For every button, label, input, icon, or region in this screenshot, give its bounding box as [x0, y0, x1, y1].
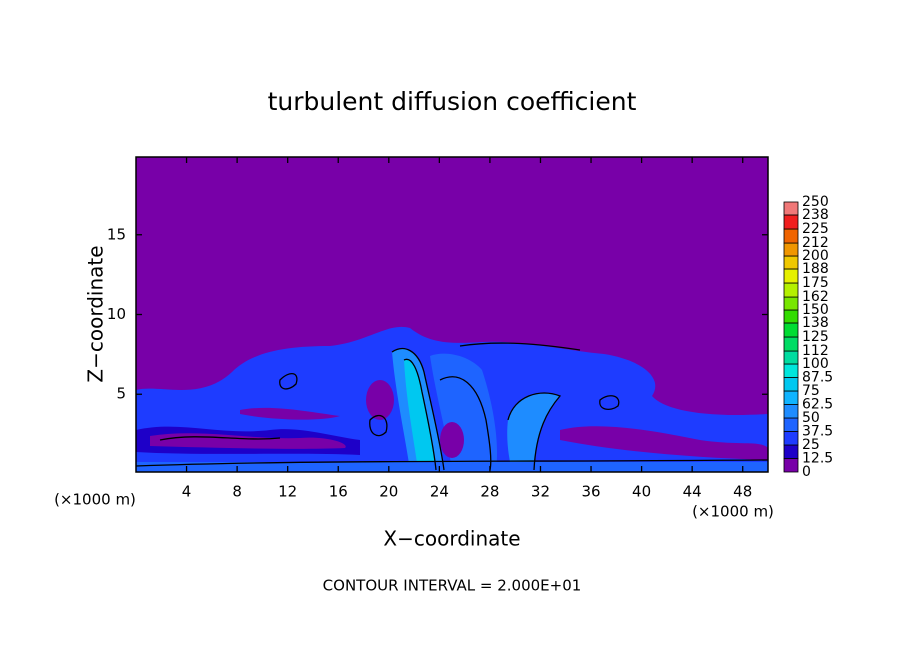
- colorbar-label: 212: [802, 235, 829, 251]
- x-tick-label: 20: [379, 483, 398, 501]
- field-region: [430, 353, 498, 470]
- colorbar-label: 138: [802, 315, 829, 331]
- colorbar-label: 238: [802, 207, 829, 223]
- x-tick-label: 40: [632, 483, 651, 501]
- colorbar-label: 75: [802, 383, 820, 399]
- y-tick-label: 10: [107, 305, 126, 323]
- colorbar-label: 175: [802, 275, 829, 291]
- colorbar-band: [783, 431, 799, 446]
- x-tick-label: 32: [531, 483, 550, 501]
- colorbar-band: [783, 201, 799, 216]
- colorbar-band: [783, 255, 799, 270]
- colorbar-label: 162: [802, 289, 829, 305]
- x-tick-label: 4: [182, 483, 192, 501]
- colorbar-label: 200: [802, 248, 829, 264]
- y-tick-label: 5: [116, 385, 126, 403]
- colorbar-label: 62.5: [802, 397, 833, 413]
- colorbar-band: [783, 458, 799, 473]
- footer-note: CONTOUR INTERVAL = 2.000E+01: [323, 577, 582, 595]
- x-tick-label: 24: [430, 483, 449, 501]
- field-region: [507, 393, 560, 470]
- x-tick-label: 16: [329, 483, 348, 501]
- colorbar-label: 188: [802, 261, 829, 277]
- contour-lines: [136, 342, 768, 471]
- colorbar-label: 100: [802, 356, 829, 372]
- x-tick-label: 36: [581, 483, 600, 501]
- colorbar-band: [783, 282, 799, 298]
- colorbar-band: [783, 390, 799, 405]
- x-tick-label: 28: [480, 483, 499, 501]
- colorbar-label: 125: [802, 329, 829, 345]
- colorbar-band: [783, 309, 799, 324]
- colorbar-band: [783, 214, 799, 230]
- x-tick-label: 44: [683, 483, 702, 501]
- colorbar-label: 50: [802, 410, 820, 426]
- colorbar-label: 225: [802, 221, 829, 237]
- field-region: [440, 422, 464, 458]
- field-region: [404, 359, 436, 470]
- colorbar-label: 87.5: [802, 370, 833, 386]
- colorbar-label: 150: [802, 302, 829, 318]
- x-tick-label: 12: [278, 483, 297, 501]
- colorbar-label: 112: [802, 343, 829, 359]
- colorbar-band: [783, 444, 799, 459]
- field-region: [366, 380, 394, 420]
- field: [136, 157, 768, 472]
- colorbar-band: [783, 228, 799, 244]
- colorbar-band: [783, 296, 799, 311]
- colorbar-label: 250: [802, 194, 829, 210]
- x-tick-label: 48: [733, 483, 752, 501]
- colorbar-label: 25: [802, 437, 820, 453]
- colorbar-band: [783, 268, 799, 284]
- y-tick-label: 15: [107, 225, 126, 243]
- y-axis-title: Z−coordinate: [84, 245, 108, 382]
- x-axis-title: X−coordinate: [383, 527, 520, 551]
- colorbar-label: 37.5: [802, 424, 833, 440]
- field-region: [240, 407, 340, 420]
- colorbar-label: 0: [802, 464, 811, 480]
- colorbar-label: 12.5: [802, 451, 833, 467]
- colorbar-band: [783, 377, 799, 392]
- chart-title: turbulent diffusion coefficient: [268, 87, 637, 116]
- colorbar-band: [783, 242, 799, 257]
- colorbar-band: [783, 363, 799, 378]
- x-unit-label: (×1000 m): [692, 503, 774, 521]
- colorbar-band: [783, 417, 799, 432]
- field-region: [136, 462, 768, 472]
- x-unit-label: (×1000 m): [54, 491, 136, 509]
- colorbar-band: [783, 404, 799, 419]
- colorbar-band: [783, 322, 799, 338]
- x-tick-label: 8: [232, 483, 242, 501]
- field-region: [560, 426, 768, 460]
- colorbar-band: [783, 336, 799, 352]
- colorbar-band: [783, 350, 799, 365]
